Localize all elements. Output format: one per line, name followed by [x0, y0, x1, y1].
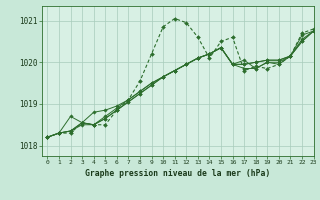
- X-axis label: Graphe pression niveau de la mer (hPa): Graphe pression niveau de la mer (hPa): [85, 169, 270, 178]
